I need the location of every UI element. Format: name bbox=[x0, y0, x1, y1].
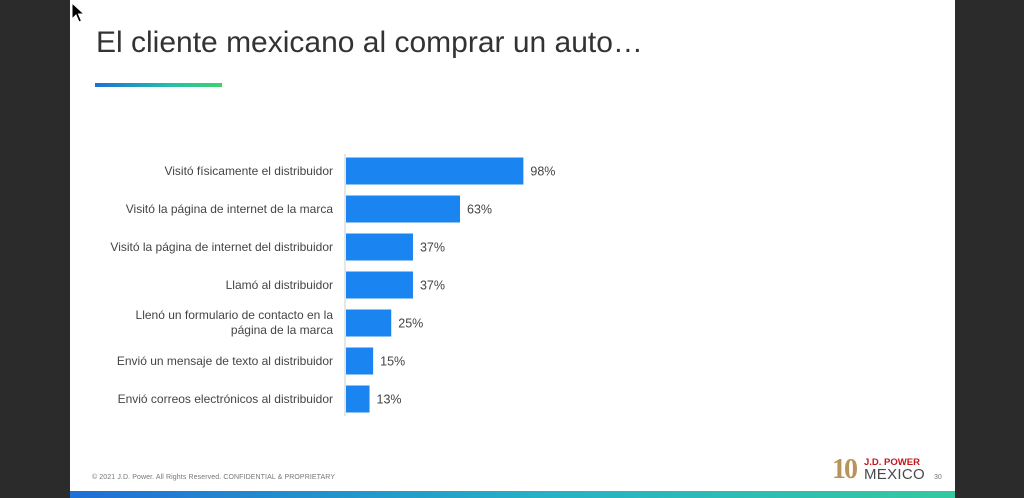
bottom-accent-bar bbox=[70, 491, 955, 498]
category-label-3: Llamó al distribuidor bbox=[93, 278, 333, 293]
bar-3 bbox=[346, 271, 413, 299]
slide-title: El cliente mexicano al comprar un auto… bbox=[96, 26, 643, 59]
category-label-line: Llenó un formulario de contacto en la bbox=[135, 308, 333, 322]
data-label-3: 37% bbox=[420, 279, 445, 293]
bar-4 bbox=[346, 309, 392, 337]
data-label-4: 25% bbox=[398, 317, 423, 331]
logo-country-text: MEXICO bbox=[864, 466, 925, 483]
category-label-line: Visitó la página de internet de la marca bbox=[125, 201, 333, 216]
category-label-line: página de la marca bbox=[230, 323, 333, 337]
data-label-2: 37% bbox=[420, 241, 445, 255]
category-label-0: Visitó físicamente el distribuidor bbox=[93, 164, 333, 179]
category-label-4: Llenó un formulario de contacto en la pág… bbox=[93, 308, 333, 338]
bar-chart: 98% 63% 37% 37% 25% 15% 13% bbox=[344, 154, 555, 416]
category-label-1: Visitó la página de internet de la marca bbox=[93, 202, 333, 217]
presentation-slide: El cliente mexicano al comprar un auto… … bbox=[70, 0, 955, 498]
data-label-6: 13% bbox=[377, 393, 402, 407]
category-label-line: Envió correos electrónicos al distribuid… bbox=[117, 391, 333, 406]
category-label-2: Visitó la página de internet del distrib… bbox=[93, 240, 333, 255]
page-number: 30 bbox=[934, 474, 942, 481]
logo-brand-text: J.D. POWER bbox=[864, 457, 920, 468]
bar-2 bbox=[346, 233, 413, 261]
title-accent-line bbox=[95, 83, 222, 87]
category-label-line: Envió un mensaje de texto al distribuido… bbox=[116, 353, 333, 368]
jd-power-mexico-logo: 10 J.D. POWER MEXICO bbox=[832, 454, 925, 485]
bar-0 bbox=[346, 157, 524, 185]
mouse-cursor-icon bbox=[71, 2, 85, 23]
copyright-footer: © 2021 J.D. Power. All Rights Reserved. … bbox=[92, 474, 336, 481]
category-label-6: Envió correos electrónicos al distribuid… bbox=[93, 392, 333, 407]
data-label-1: 63% bbox=[467, 203, 492, 217]
category-label-line: Llamó al distribuidor bbox=[225, 277, 333, 292]
data-label-0: 98% bbox=[530, 165, 555, 179]
category-label-5: Envió un mensaje de texto al distribuido… bbox=[93, 354, 333, 369]
category-label-line: Visitó la página de internet del distrib… bbox=[110, 239, 333, 254]
bar-6 bbox=[346, 385, 370, 413]
logo-anniversary-number: 10 bbox=[832, 454, 858, 485]
bar-1 bbox=[346, 195, 461, 223]
category-label-line: Visitó físicamente el distribuidor bbox=[164, 163, 333, 178]
bar-5 bbox=[346, 347, 374, 375]
data-label-5: 15% bbox=[380, 355, 405, 369]
